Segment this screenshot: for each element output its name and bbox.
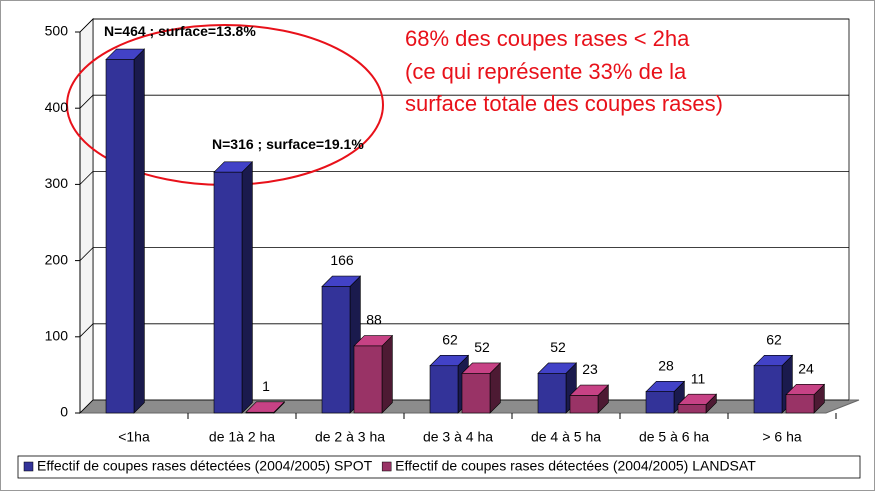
bar [213, 171, 243, 414]
bar-side [133, 48, 145, 414]
bar [353, 345, 383, 414]
bar [321, 286, 351, 414]
annotation: (ce qui représente 33% de la [405, 59, 687, 84]
grid-line [79, 18, 849, 33]
x-tick-label: de 2 à 3 ha [315, 429, 385, 445]
x-tick-label: de 5 à 6 ha [639, 429, 709, 445]
annotation: surface totale des coupes rases) [405, 91, 723, 116]
value-label: 52 [550, 339, 566, 355]
y-tick-label: 100 [45, 328, 69, 344]
value-label: 1 [262, 378, 270, 394]
bar [645, 391, 675, 414]
value-label: N=464 ; surface=13.8% [104, 23, 256, 39]
side-wall [79, 18, 94, 414]
bar [461, 373, 491, 414]
value-label: 11 [691, 370, 706, 386]
y-tick-label: 400 [45, 99, 69, 115]
bar [677, 404, 707, 414]
value-label: N=316 ; surface=19.1% [212, 136, 364, 152]
legend-swatch [381, 461, 392, 472]
legend-swatch [23, 461, 34, 472]
x-tick-label: de 1à 2 ha [209, 429, 275, 445]
x-tick-label: de 4 à 5 ha [531, 429, 601, 445]
bar [105, 59, 135, 414]
grid-line [79, 94, 849, 109]
bar-side [381, 334, 393, 414]
bar [569, 395, 599, 414]
value-label: 62 [442, 331, 458, 347]
grid-line [79, 170, 849, 185]
legend-label: Effectif de coupes rases détectées (2004… [37, 458, 373, 474]
x-tick-label: de 3 à 4 ha [423, 429, 493, 445]
value-label: 24 [798, 360, 814, 376]
x-tick-label: > 6 ha [762, 429, 802, 445]
x-tick-label: <1ha [118, 429, 150, 445]
y-tick-label: 300 [45, 175, 69, 191]
y-tick-label: 500 [45, 23, 69, 39]
legend-box [17, 455, 861, 479]
value-label: 28 [658, 357, 674, 373]
grid-line [79, 247, 849, 261]
y-tick-label: 200 [45, 251, 69, 267]
bar-side [241, 161, 253, 414]
y-tick-label: 0 [60, 404, 68, 420]
value-label: 52 [474, 339, 490, 355]
bar [537, 373, 567, 414]
legend-label: Effectif de coupes rases détectées (2004… [395, 458, 756, 474]
annotation: 68% des coupes rases < 2ha [405, 26, 690, 51]
value-label: 23 [582, 361, 598, 377]
bar [245, 411, 275, 414]
value-label: 62 [766, 331, 782, 347]
grid-line [79, 323, 849, 338]
bar [753, 365, 783, 414]
value-label: 166 [330, 252, 354, 268]
value-label: 88 [366, 312, 382, 328]
bar [429, 365, 459, 414]
bar [785, 394, 815, 414]
